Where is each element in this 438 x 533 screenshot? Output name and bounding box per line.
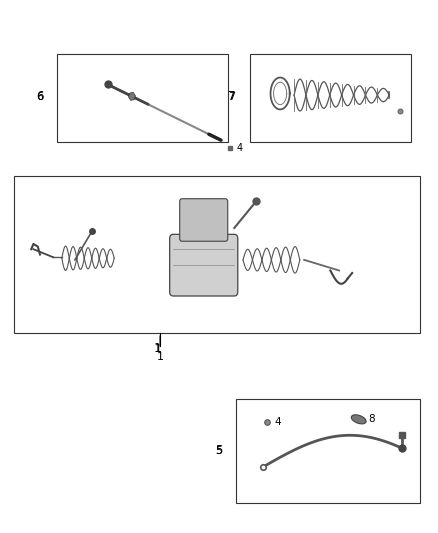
Text: 5: 5 bbox=[215, 445, 223, 457]
Bar bbox=[237, 399, 420, 503]
Text: 4: 4 bbox=[236, 143, 242, 153]
Bar bbox=[250, 54, 411, 142]
FancyBboxPatch shape bbox=[170, 235, 238, 296]
Polygon shape bbox=[128, 92, 135, 100]
Bar bbox=[57, 54, 228, 142]
Text: 6: 6 bbox=[36, 92, 43, 102]
FancyBboxPatch shape bbox=[180, 199, 228, 241]
Ellipse shape bbox=[351, 415, 366, 424]
Text: 7: 7 bbox=[228, 91, 236, 103]
Bar bbox=[14, 176, 420, 333]
Text: 7: 7 bbox=[229, 92, 236, 102]
Text: 5: 5 bbox=[215, 446, 223, 456]
Text: 1: 1 bbox=[154, 342, 162, 356]
Text: 4: 4 bbox=[274, 417, 281, 427]
Text: 1: 1 bbox=[154, 344, 161, 354]
Text: 6: 6 bbox=[36, 91, 44, 103]
Text: 1: 1 bbox=[156, 352, 163, 361]
Text: 8: 8 bbox=[368, 414, 375, 424]
